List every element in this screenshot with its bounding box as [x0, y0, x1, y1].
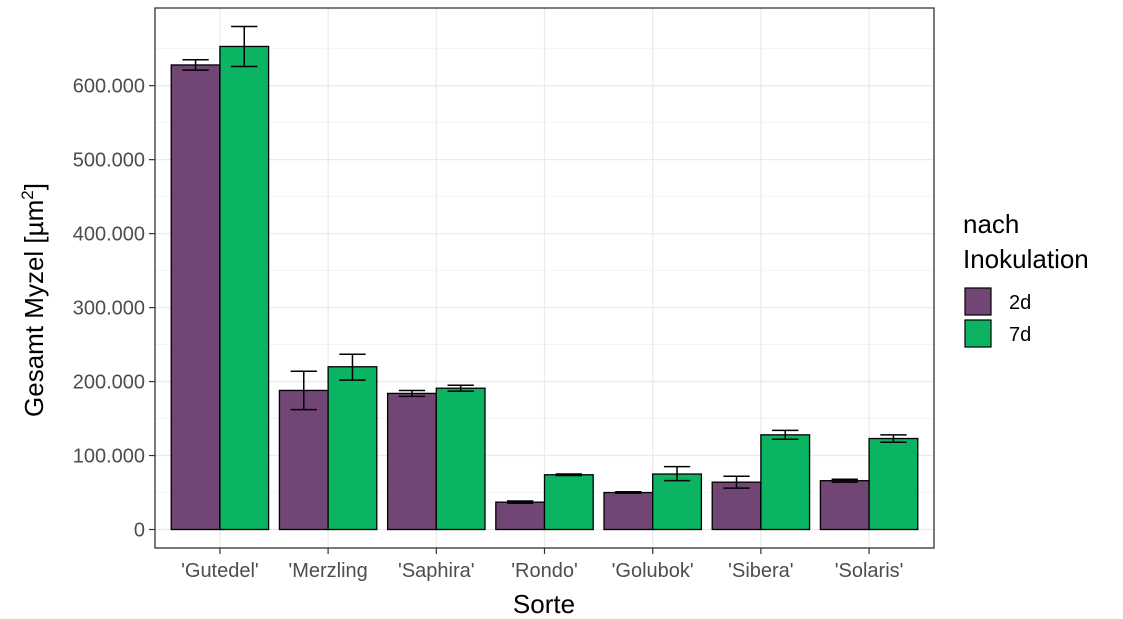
grid-lines: [155, 8, 934, 548]
x-tick-label: 'Rondo': [511, 560, 578, 582]
x-tick-label: 'Gutedel': [181, 560, 259, 582]
legend: nach Inokulation 2d 7d: [963, 209, 1089, 348]
bar-2d: [278, 389, 329, 531]
legend-label-7d: 7d: [1009, 324, 1031, 346]
bar-7d: [327, 366, 378, 531]
y-axis-ticks: 0 100.000 200.000 300.000 400.000 500.000 600.…: [73, 76, 155, 542]
bar-7d: [219, 45, 270, 531]
x-tick-label: 'Saphira': [398, 560, 475, 582]
bar-7d: [652, 473, 703, 531]
y-tick-label: 300.000: [73, 298, 145, 320]
bar-7d: [435, 387, 486, 531]
y-tick-label: 400.000: [73, 224, 145, 246]
bar-2d: [819, 480, 870, 531]
legend-title-line-1: nach: [963, 209, 1019, 239]
y-tick-label: 200.000: [73, 372, 145, 394]
x-tick-label: 'Merzling: [288, 560, 367, 582]
legend-swatch-2d: [964, 287, 992, 316]
y-tick-label: 600.000: [73, 76, 145, 98]
x-tick-label: 'Solaris': [835, 560, 904, 582]
bar-7d: [868, 437, 919, 531]
y-tick-label: 500.000: [73, 150, 145, 172]
bar-7d: [543, 474, 594, 531]
y-axis-title-superscript: 2: [18, 190, 37, 199]
y-axis-title: Gesamt Myzel [µm2]: [18, 183, 49, 417]
bar-2d: [711, 481, 762, 531]
x-tick-label: 'Golubok': [612, 560, 694, 582]
bar-2d: [386, 392, 437, 531]
legend-title-line-2: Inokulation: [963, 244, 1089, 274]
y-tick-label: 100.000: [73, 446, 145, 468]
legend-label-2d: 2d: [1009, 292, 1031, 314]
bars: [170, 45, 919, 531]
error-bars: [182, 25, 907, 504]
bar-2d: [603, 491, 654, 531]
legend-swatch-7d: [964, 319, 992, 348]
bar-7d: [760, 434, 811, 531]
x-axis-ticks: 'Gutedel' 'Merzling 'Saphira' 'Rondo' 'Golub…: [181, 548, 903, 582]
x-tick-label: 'Sibera': [728, 560, 793, 582]
bar-2d: [170, 64, 221, 531]
y-tick-label: 0: [134, 520, 145, 542]
x-axis-title: Sorte: [513, 589, 575, 619]
bar-2d: [495, 501, 546, 531]
